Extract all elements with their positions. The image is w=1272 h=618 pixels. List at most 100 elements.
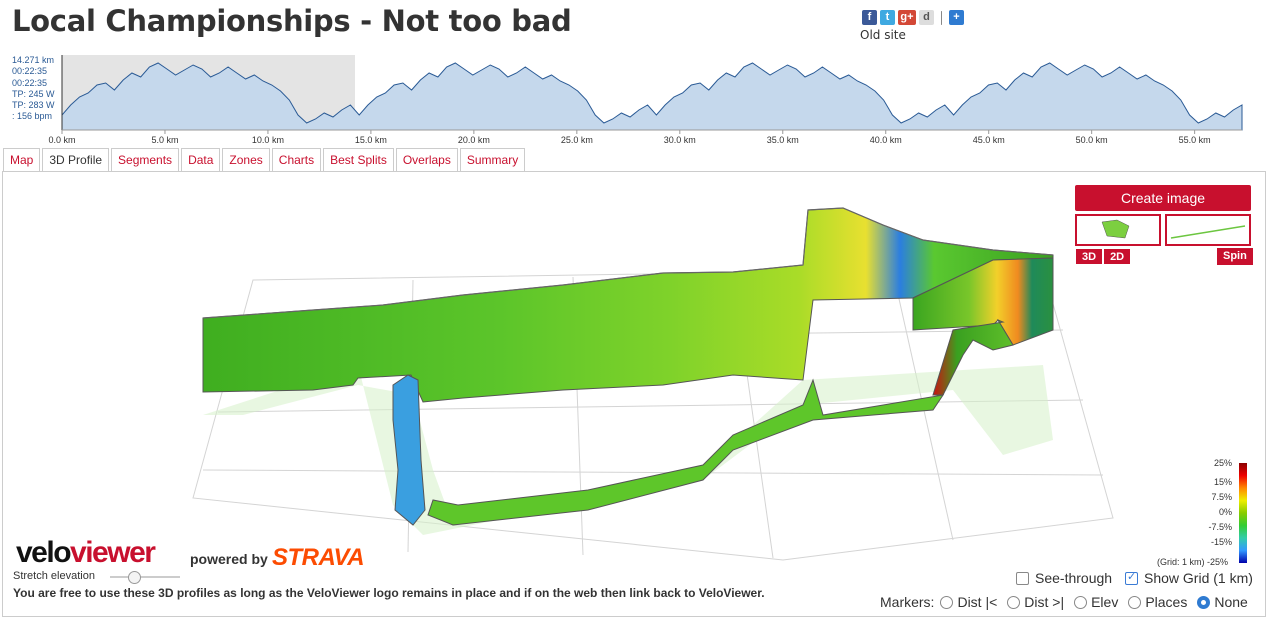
strava-logo[interactable]: STRAVA — [272, 544, 365, 571]
legend-label: 7.5% — [1211, 492, 1232, 502]
radio-places[interactable] — [1128, 595, 1142, 609]
see-through-checkbox[interactable] — [1016, 571, 1029, 585]
radio-dist-start[interactable] — [940, 595, 954, 609]
marker-option-places[interactable]: Places — [1128, 594, 1187, 610]
marker-label: Places — [1145, 594, 1188, 610]
tab-map[interactable]: Map — [3, 148, 41, 172]
old-site-link[interactable]: Old site — [860, 28, 906, 42]
2d-preview-thumbnail[interactable] — [1165, 214, 1251, 246]
gradient-color-bar — [1239, 463, 1247, 563]
show-grid-option[interactable]: Show Grid (1 km) — [1125, 570, 1253, 586]
elevation-profile-chart[interactable]: 0.0 km 5.0 km 10.0 km 15.0 km 20.0 km 25.0 km… — [0, 50, 1272, 150]
tab-3d-profile[interactable]: 3D Profile — [42, 148, 110, 172]
facebook-icon[interactable]: f — [862, 10, 877, 25]
readout-time1: 00:22:35 — [12, 66, 48, 77]
marker-option-none[interactable]: None — [1197, 594, 1248, 610]
see-through-option[interactable]: See-through — [1016, 570, 1112, 586]
readout-time2: 00:22:35 — [12, 77, 48, 88]
create-image-button[interactable]: Create image — [1075, 185, 1251, 211]
axis-tick-label: 10.0 km — [252, 135, 284, 145]
social-share-bar: f t g+ d + — [862, 10, 964, 25]
profile-wall-descent — [392, 374, 426, 526]
grid-note: (Grid: 1 km) -25% — [1157, 557, 1228, 567]
legend-label: -7.5% — [1208, 522, 1232, 532]
legend-label: -25% — [1207, 557, 1229, 567]
marker-label: Dist >| — [1024, 594, 1065, 610]
separator — [941, 10, 942, 25]
marker-option-elev[interactable]: Elev — [1074, 594, 1118, 610]
marker-label: None — [1214, 594, 1248, 610]
twitter-icon[interactable]: t — [880, 10, 895, 25]
position-readout: 14.271 km 00:22:35 00:22:35 TP: 245 W TP… — [12, 55, 55, 123]
stretch-elevation-slider-handle[interactable] — [128, 571, 141, 584]
spin-button[interactable]: Spin — [1217, 248, 1253, 265]
tab-segments[interactable]: Segments — [111, 148, 180, 172]
legend-label: 25% — [1213, 458, 1232, 468]
axis-tick-label: 45.0 km — [973, 135, 1005, 145]
profile-wall-red-section — [932, 318, 1014, 396]
axis-tick-label: 0.0 km — [48, 135, 75, 145]
marker-option-dist-end[interactable]: Dist >| — [1007, 594, 1064, 610]
axis-tick-label: 5.0 km — [151, 135, 178, 145]
radio-elev[interactable] — [1074, 595, 1088, 609]
show-grid-checkbox[interactable] — [1125, 570, 1138, 585]
radio-dist-end[interactable] — [1007, 595, 1021, 609]
radio-none[interactable] — [1197, 595, 1211, 609]
profile-wall-return — [427, 378, 945, 526]
elevation-area — [61, 62, 1243, 131]
axis-tick-label: 50.0 km — [1076, 135, 1108, 145]
gradient-legend: 25% 15% 7.5% 0% -7.5% -15% — [1196, 458, 1266, 568]
profile-reflection — [203, 365, 1053, 535]
markers-options: Markers: Dist |< Dist >| Elev Places Non… — [880, 594, 1252, 610]
usage-notice: You are free to use these 3D profiles as… — [13, 586, 765, 600]
page-title: Local Championships - Not too bad — [12, 4, 572, 38]
legend-label: 0% — [1218, 507, 1232, 517]
axis-tick-label: 35.0 km — [767, 135, 799, 145]
markers-label: Markers: — [880, 594, 935, 610]
2d-thumbnail-image — [1170, 225, 1246, 239]
profile-track-line — [202, 207, 1054, 319]
digg-icon[interactable]: d — [919, 10, 934, 25]
tab-best-splits[interactable]: Best Splits — [323, 148, 394, 172]
share-plus-icon[interactable]: + — [949, 10, 964, 25]
3d-button[interactable]: 3D — [1075, 248, 1104, 265]
google-plus-icon[interactable]: g+ — [898, 10, 916, 25]
tab-zones[interactable]: Zones — [222, 148, 270, 172]
3d-profile-view[interactable] — [13, 180, 1257, 570]
logo-velo: velo — [16, 536, 72, 569]
legend-label: 15% — [1213, 477, 1232, 487]
tab-data[interactable]: Data — [181, 148, 221, 172]
axis-tick-label: 20.0 km — [458, 135, 490, 145]
veloviewer-logo[interactable]: veloviewer — [16, 536, 156, 570]
axis-tick-label: 40.0 km — [870, 135, 902, 145]
readout-power1: TP: 245 W — [12, 88, 55, 99]
stretch-elevation-label: Stretch elevation — [13, 570, 95, 582]
grid-note-text: (Grid: 1 km) — [1157, 557, 1205, 567]
logo-viewer: viewer — [70, 536, 156, 569]
readout-heart-rate: : 156 bpm — [12, 111, 53, 122]
tab-charts[interactable]: Charts — [271, 148, 322, 172]
2d-button[interactable]: 2D — [1103, 248, 1132, 265]
axis-tick-label: 55.0 km — [1179, 135, 1211, 145]
tab-overlaps[interactable]: Overlaps — [395, 148, 458, 172]
distance-axis-labels: 0.0 km 5.0 km 10.0 km 15.0 km 20.0 km 25.0 km… — [48, 130, 1211, 145]
axis-tick-label: 15.0 km — [355, 135, 387, 145]
3d-preview-thumbnail[interactable] — [1075, 214, 1161, 246]
stretch-elevation-slider-track[interactable] — [110, 576, 180, 578]
view-mode-buttons: 3D 2D — [1075, 248, 1132, 265]
marker-label: Elev — [1091, 594, 1119, 610]
show-grid-label: Show Grid (1 km) — [1144, 570, 1253, 586]
marker-option-dist-start[interactable]: Dist |< — [940, 594, 997, 610]
axis-tick-label: 30.0 km — [664, 135, 696, 145]
marker-label: Dist |< — [957, 594, 998, 610]
3d-profile-panel: Create image — [2, 171, 1266, 617]
3d-thumbnail-image — [1101, 219, 1130, 239]
tab-bar: Map 3D Profile Segments Data Zones Chart… — [3, 148, 527, 172]
readout-distance: 14.271 km — [12, 55, 55, 65]
legend-label: -15% — [1210, 537, 1232, 547]
readout-power2: TP: 283 W — [12, 100, 55, 111]
axis-tick-label: 25.0 km — [561, 135, 593, 145]
powered-by-text: powered by — [190, 551, 268, 567]
see-through-label: See-through — [1035, 570, 1113, 586]
tab-summary[interactable]: Summary — [459, 148, 526, 172]
